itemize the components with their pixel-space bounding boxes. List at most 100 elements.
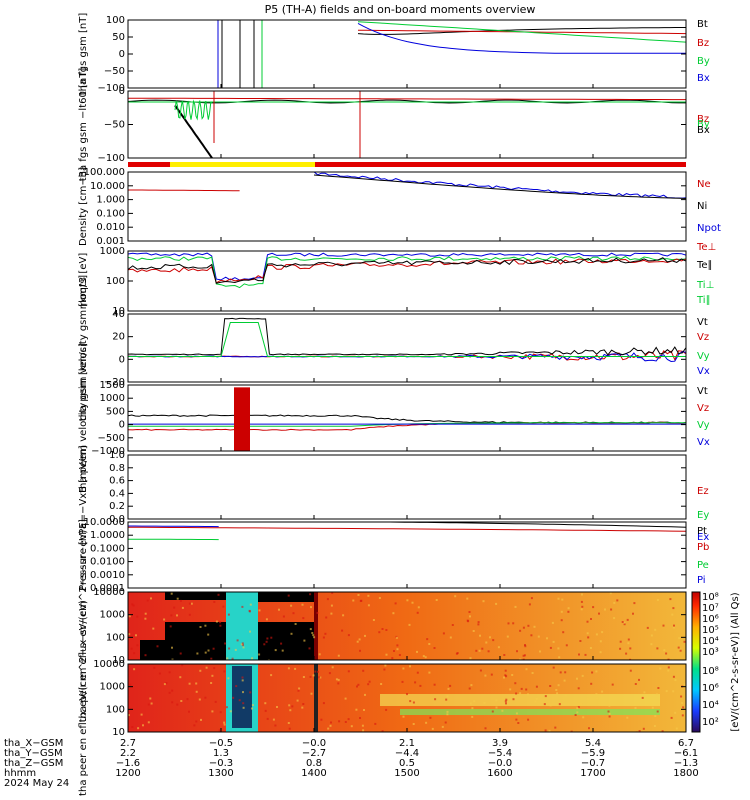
y-tick-label: 0.0100 <box>90 557 125 568</box>
spectrogram-cell <box>561 598 564 601</box>
y-tick-label: 10 <box>112 727 125 738</box>
spectrogram-cell <box>195 720 198 723</box>
spectrogram-cell <box>318 653 321 656</box>
spectrogram-cell <box>471 715 474 718</box>
spectrogram-cell <box>416 611 419 614</box>
panel-10: 10000 1000 100 10 tha peer en eflux eV/(cm^2… <box>78 600 687 796</box>
spectrogram-cell <box>330 604 333 607</box>
spectrogram-cell <box>446 710 449 713</box>
y-tick-label: 100 <box>106 632 125 643</box>
spectrogram-cell <box>241 676 244 679</box>
spectrogram-cell <box>481 647 484 650</box>
status-bar-yellow <box>170 162 315 167</box>
spectrogram-cell <box>364 634 366 637</box>
spectrogram-cell <box>515 692 518 695</box>
spectrogram-cell <box>581 605 584 608</box>
y-axis-label: tha fgs gsm −lt60 [nT] <box>78 68 89 182</box>
spectrogram-cell <box>673 624 675 627</box>
spectrogram-cell <box>360 599 363 602</box>
spectrogram-cell <box>642 727 645 730</box>
spectrogram-cell <box>406 599 409 602</box>
legend-bx: Bx <box>697 125 710 136</box>
spectrogram-cell <box>173 606 176 609</box>
y-tick-label: −1000 <box>91 446 125 457</box>
colorbar-tick: 10⁵ <box>702 625 719 636</box>
spectrogram-cell <box>393 650 395 652</box>
spectrogram-cell <box>581 593 583 596</box>
legend-ti⊥: Ti⊥ <box>696 280 714 291</box>
spectrogram-cell <box>655 693 658 696</box>
spectrogram-cell <box>504 700 507 703</box>
spectrogram-cell <box>170 592 173 595</box>
spectrogram-cell <box>562 631 565 634</box>
y-tick-label: 0.4 <box>109 488 125 499</box>
spectrogram-cell <box>482 600 485 603</box>
spectrogram-cell <box>512 698 515 701</box>
y-tick-label: 0.0001 <box>90 583 125 594</box>
spectrogram-cell <box>567 610 570 613</box>
spectrogram-cell <box>475 649 478 652</box>
y-tick-label: 1.0 <box>109 450 125 461</box>
spectrogram-cell <box>322 636 325 639</box>
spectrogram-cell <box>357 594 360 596</box>
panel-2-content <box>128 91 686 158</box>
spectrogram-cell <box>674 679 677 682</box>
y-tick-label: 500 <box>106 406 125 417</box>
spectrogram-cell <box>193 724 196 727</box>
spectrogram-cell <box>337 682 340 685</box>
spectrogram-cell <box>242 691 244 694</box>
spectrogram-cell <box>581 674 584 677</box>
spectrogram-cell <box>533 625 536 628</box>
legend-bz: Bz <box>697 38 709 49</box>
spectrogram-cell <box>608 704 611 707</box>
spectrogram-cell <box>610 608 613 611</box>
spectrogram-cell <box>176 597 179 600</box>
spectrogram-cell <box>198 698 201 701</box>
spectrogram-cell <box>672 675 675 678</box>
spectrogram-cell <box>586 620 589 623</box>
legend-te∥: Te∥ <box>696 260 713 271</box>
trace-bz <box>128 97 686 101</box>
spectrogram-cell <box>132 604 135 607</box>
spectrogram-gap <box>165 592 227 600</box>
spectrogram-cell <box>431 727 434 730</box>
spectrogram-cell <box>318 676 321 679</box>
spectrogram-cell <box>278 608 280 611</box>
spectrogram-cell <box>567 607 570 610</box>
spectrogram-cell <box>329 724 332 727</box>
legend-vz: Vz <box>697 332 709 343</box>
spectrogram-cell <box>449 684 452 687</box>
spectrogram-cell <box>549 704 552 707</box>
spectrogram-cell <box>478 649 481 652</box>
spectrogram-cell <box>344 721 347 723</box>
spectrogram-cell <box>426 638 429 641</box>
spectrogram-cell <box>408 623 411 626</box>
spectrogram-cell <box>223 723 226 726</box>
spectrogram-cell <box>362 729 365 732</box>
legend-vx: Vx <box>697 366 710 377</box>
spectrogram-cell <box>519 658 522 660</box>
legend-pt: Pt <box>697 526 707 537</box>
y-tick-label: −50 <box>104 120 125 131</box>
trace-pi <box>128 525 219 528</box>
spectrogram-cell <box>129 683 132 686</box>
spectrogram-cell <box>595 693 598 696</box>
spectrogram-cell <box>326 598 329 601</box>
spectrogram-cell <box>587 636 590 639</box>
trace-ni <box>313 174 686 199</box>
spectrogram-cell <box>128 714 130 717</box>
spectrogram-cell <box>310 692 313 695</box>
spectrogram-cell <box>414 681 417 684</box>
legend-bx: Bx <box>697 73 710 84</box>
spectrogram-cell <box>519 692 522 695</box>
y-axis-label: E=−VxB [mV/m] <box>78 445 89 528</box>
y-tick-label: 0.0010 <box>90 570 125 581</box>
x-col-t: 1400 <box>301 768 326 779</box>
spectrogram-cell <box>469 615 471 618</box>
y-axis-label: moqt3 [eV] <box>78 253 89 310</box>
spectrogram-cell <box>210 657 213 660</box>
legend-ni: Ni <box>697 201 707 212</box>
spectrogram-cell <box>557 597 560 600</box>
spectrogram-cell <box>601 690 604 693</box>
